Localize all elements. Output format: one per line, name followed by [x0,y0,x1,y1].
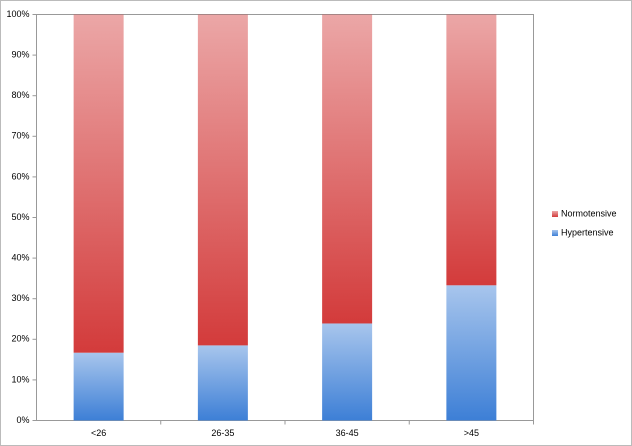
y-tick-label: 0% [16,415,29,425]
legend-label: Normotensive [561,208,617,218]
y-tick-label: 60% [11,171,29,181]
y-tick-label: 50% [11,212,29,222]
y-tick-label: 80% [11,90,29,100]
bar-segment [322,14,373,324]
y-tick-label: 10% [11,374,29,384]
legend-label: Hypertensive [561,227,614,237]
x-tick-label: 26-35 [211,428,234,438]
y-tick-label: 70% [11,131,29,141]
y-tick-label: 40% [11,252,29,262]
legend-swatch [552,211,558,217]
y-tick-label: 30% [11,293,29,303]
x-tick-label: >45 [464,428,479,438]
bar-segment [73,14,124,353]
bar-segment [446,14,497,286]
bar-segment [197,14,248,346]
bar-segment [322,323,373,421]
x-tick-label: 36-45 [336,428,359,438]
y-tick-label: 90% [11,49,29,59]
bar-segment [73,352,124,421]
legend-swatch [552,230,558,236]
bar-segment [197,345,248,421]
y-tick-label: 20% [11,334,29,344]
x-tick-label: <26 [91,428,106,438]
bar-segment [446,285,497,421]
y-tick-label: 100% [6,9,29,19]
